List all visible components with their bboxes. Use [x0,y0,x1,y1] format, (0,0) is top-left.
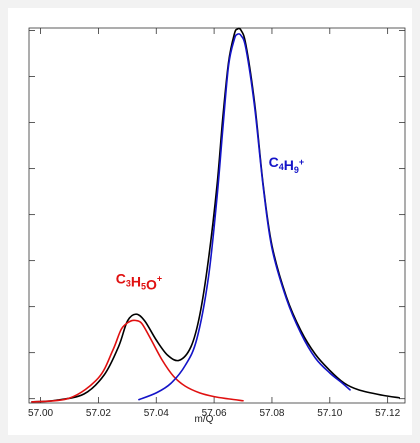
c4h9-label: C4H9+ [269,154,305,175]
y-axis-ticks [29,30,405,400]
formula-element: C [269,154,279,170]
x-tick-label: 57.02 [86,408,111,419]
x-axis-label: m/Q [195,414,214,425]
x-tick-label: 57.10 [317,408,342,419]
figure-panel: 57.00 57.02 57.04 57.06 57.08 57.10 57.12 C3H5… [8,8,412,435]
c4h9-fit-curve [138,33,351,401]
c3h5o-fit-curve [31,319,244,403]
series-layer [31,27,401,403]
x-tick-label: 57.04 [144,408,169,419]
annotation-layer: C3H5O+C4H9+ [116,154,304,293]
x-tick-label: 57.08 [259,408,284,419]
formula-subscript: 5 [141,281,146,291]
x-tick-label: 57.06 [202,408,227,419]
formula-element: H [131,273,141,289]
formula-element: O [146,276,157,292]
formula-element: H [284,157,294,173]
x-tick-label: 57.00 [28,408,53,419]
x-tick-label: 57.12 [375,408,400,419]
mass-spectrum-chart: 57.00 57.02 57.04 57.06 57.08 57.10 57.12 C3H5… [28,27,406,425]
formula-charge: + [299,157,304,167]
plot-frame [28,27,406,404]
formula-subscript: 4 [279,162,284,172]
x-axis-ticks: 57.00 57.02 57.04 57.06 57.08 57.10 57.12 [28,28,401,419]
formula-subscript: 3 [126,278,131,288]
formula-element: C [116,270,126,286]
c3h5o-label: C3H5O+ [116,270,162,292]
formula-subscript: 9 [294,165,299,175]
formula-charge: + [157,273,162,283]
